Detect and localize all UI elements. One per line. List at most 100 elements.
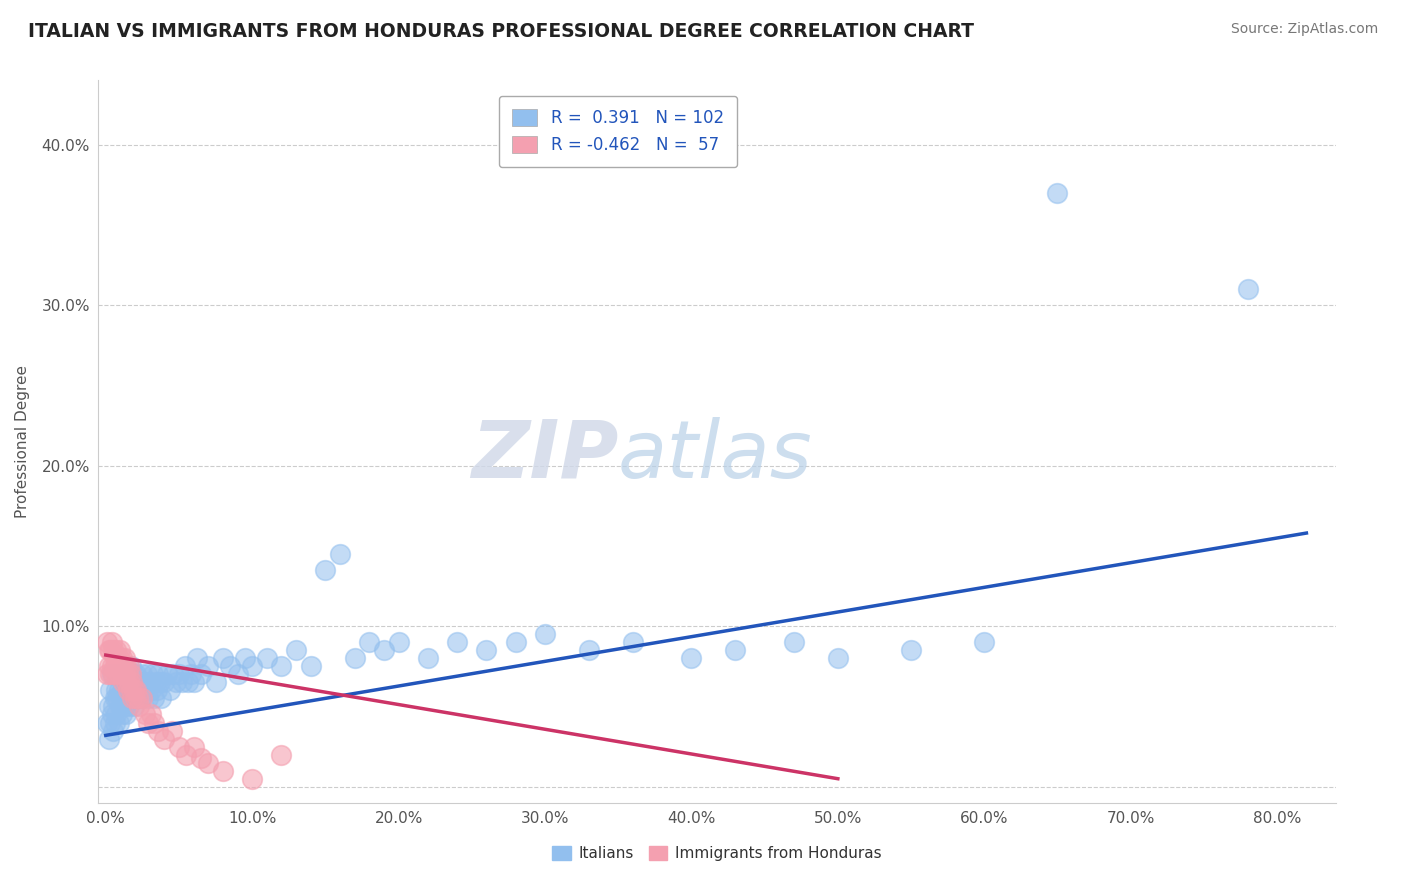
Point: [98, 715, 121, 730]
Point: [285, 643, 308, 657]
Point: [114, 651, 136, 665]
Point: [131, 691, 153, 706]
Point: [118, 675, 141, 690]
Point: [128, 699, 150, 714]
Point: [117, 667, 139, 681]
Point: [505, 635, 527, 649]
Point: [146, 683, 169, 698]
Point: [117, 691, 139, 706]
Point: [138, 675, 160, 690]
Point: [183, 739, 205, 754]
Point: [156, 667, 179, 681]
Point: [108, 683, 131, 698]
Point: [122, 683, 145, 698]
Point: [110, 699, 132, 714]
Point: [162, 667, 184, 681]
Point: [475, 643, 498, 657]
Point: [256, 651, 278, 665]
Point: [96, 667, 118, 681]
Point: [167, 739, 190, 754]
Point: [132, 683, 155, 698]
Point: [167, 667, 190, 681]
Point: [190, 667, 212, 681]
Point: [97, 699, 120, 714]
Point: [111, 683, 134, 698]
Point: [101, 667, 124, 681]
Point: [118, 667, 141, 681]
Point: [103, 691, 125, 706]
Point: [114, 699, 136, 714]
Point: [112, 667, 135, 681]
Point: [108, 715, 131, 730]
Point: [111, 707, 134, 722]
Point: [170, 675, 193, 690]
Point: [139, 707, 162, 722]
Point: [96, 635, 118, 649]
Point: [124, 691, 146, 706]
Point: [900, 643, 922, 657]
Point: [387, 635, 409, 649]
Point: [159, 683, 181, 698]
Point: [359, 635, 381, 649]
Point: [112, 675, 135, 690]
Point: [180, 667, 202, 681]
Point: [114, 675, 136, 690]
Point: [197, 756, 219, 770]
Point: [125, 683, 148, 698]
Point: [110, 667, 132, 681]
Point: [103, 651, 125, 665]
Point: [270, 659, 292, 673]
Point: [212, 651, 235, 665]
Point: [150, 691, 173, 706]
Point: [145, 675, 167, 690]
Point: [143, 715, 166, 730]
Point: [148, 667, 170, 681]
Point: [98, 683, 121, 698]
Point: [343, 651, 366, 665]
Point: [127, 691, 149, 706]
Legend: Italians, Immigrants from Honduras: Italians, Immigrants from Honduras: [547, 840, 887, 867]
Point: [173, 659, 195, 673]
Point: [136, 691, 159, 706]
Point: [148, 723, 170, 738]
Point: [134, 707, 156, 722]
Point: [111, 667, 134, 681]
Point: [134, 675, 156, 690]
Point: [117, 675, 139, 690]
Point: [127, 683, 149, 698]
Point: [783, 635, 806, 649]
Point: [107, 691, 129, 706]
Point: [115, 659, 138, 673]
Point: [973, 635, 995, 649]
Point: [534, 627, 557, 641]
Point: [125, 667, 148, 681]
Point: [107, 659, 129, 673]
Point: [373, 643, 395, 657]
Point: [108, 651, 131, 665]
Point: [112, 659, 135, 673]
Y-axis label: Professional Degree: Professional Degree: [15, 365, 31, 518]
Point: [135, 667, 157, 681]
Point: [100, 667, 122, 681]
Point: [1237, 282, 1260, 296]
Point: [107, 667, 129, 681]
Point: [101, 723, 124, 738]
Point: [96, 715, 118, 730]
Point: [100, 659, 122, 673]
Point: [128, 675, 150, 690]
Point: [121, 691, 143, 706]
Point: [212, 764, 235, 778]
Point: [104, 707, 127, 722]
Point: [578, 643, 600, 657]
Text: Source: ZipAtlas.com: Source: ZipAtlas.com: [1230, 22, 1378, 37]
Text: atlas: atlas: [619, 417, 813, 495]
Point: [226, 667, 249, 681]
Point: [416, 651, 439, 665]
Point: [107, 651, 129, 665]
Point: [101, 643, 124, 657]
Point: [270, 747, 292, 762]
Point: [97, 643, 120, 657]
Point: [104, 667, 127, 681]
Point: [153, 675, 176, 690]
Point: [101, 699, 124, 714]
